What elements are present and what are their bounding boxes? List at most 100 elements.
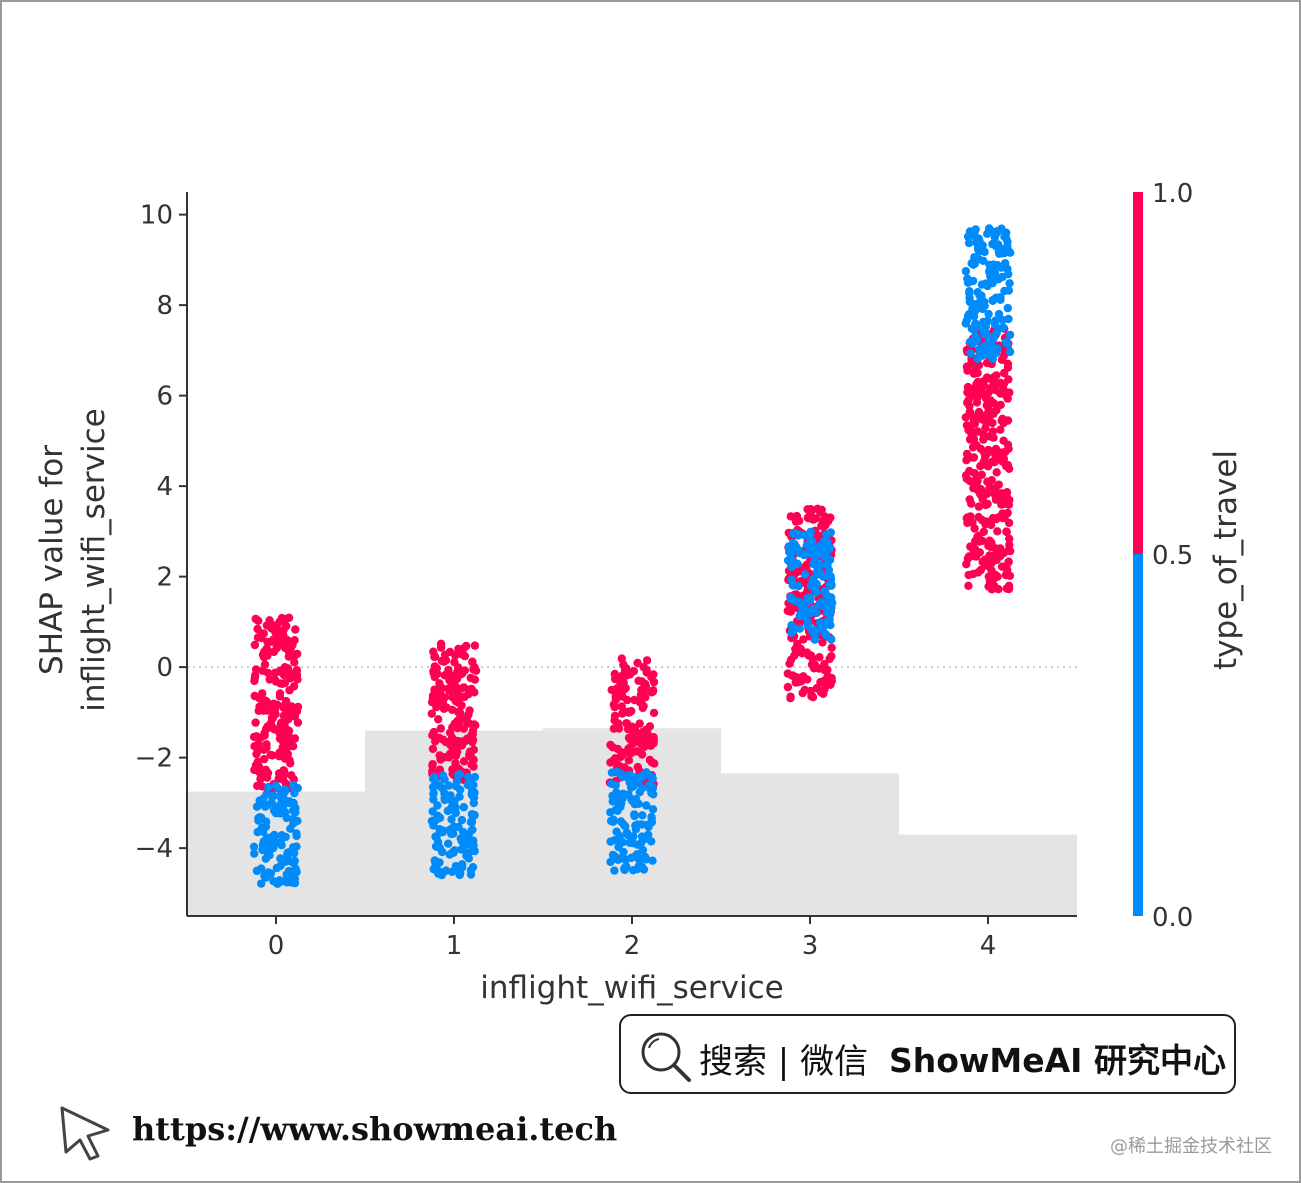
shap-point — [281, 808, 290, 817]
shap-point — [271, 709, 280, 719]
shap-point — [284, 726, 294, 736]
shap-point — [608, 817, 618, 826]
shap-point — [826, 513, 835, 522]
shap-point — [286, 868, 296, 878]
shap-point — [453, 667, 463, 676]
shap-point — [1003, 440, 1013, 449]
colorbar-title: type_of_travel — [1208, 450, 1244, 670]
shap-point — [251, 718, 260, 727]
shap-point — [427, 709, 436, 718]
colorbar-tick-mid: 0.5 — [1152, 541, 1193, 571]
shap-point — [617, 702, 626, 711]
shap-point — [969, 544, 978, 553]
shap-point — [612, 788, 621, 797]
shap-point — [972, 234, 981, 243]
shap-point — [460, 736, 470, 746]
shap-point — [962, 362, 972, 371]
shap-point — [606, 837, 615, 846]
shap-point — [632, 850, 642, 859]
shap-point — [992, 468, 1001, 477]
shap-point — [967, 324, 976, 333]
shap-point — [290, 734, 300, 743]
shap-point — [983, 281, 992, 291]
shap-point — [452, 696, 461, 705]
site-url-link[interactable]: https://www.showmeai.tech — [132, 1110, 618, 1148]
shap-point — [1002, 527, 1011, 536]
shap-point — [808, 654, 817, 663]
shap-point — [997, 562, 1007, 571]
shap-point — [275, 734, 285, 743]
shap-point — [793, 678, 803, 687]
shap-point — [984, 405, 993, 415]
shap-point — [291, 625, 300, 634]
shap-point — [787, 562, 796, 571]
shap-point — [800, 685, 809, 695]
shap-point — [975, 548, 984, 557]
shap-point — [970, 469, 979, 478]
shap-point — [293, 675, 302, 684]
shap-point — [635, 788, 644, 797]
shap-point — [616, 817, 626, 826]
scatter-points — [249, 224, 1015, 888]
shap-point — [441, 791, 450, 800]
shap-point — [273, 803, 283, 812]
shap-point — [1000, 232, 1009, 241]
shap-point — [988, 296, 997, 305]
shap-point — [1004, 558, 1013, 567]
y-tick-label: 4 — [156, 472, 173, 502]
shap-point — [285, 756, 294, 765]
colorbar-tick-high: 1.0 — [1152, 179, 1193, 209]
shap-point — [444, 839, 453, 848]
shap-point — [643, 820, 652, 829]
shap-point — [991, 444, 1001, 454]
shap-point — [265, 837, 274, 847]
shap-point — [259, 629, 268, 638]
shap-point — [820, 676, 829, 685]
shap-point — [633, 658, 642, 668]
shap-point — [825, 606, 834, 615]
shap-point — [272, 643, 281, 653]
shap-point — [607, 768, 617, 777]
shap-point — [622, 828, 631, 838]
shap-point — [270, 830, 279, 840]
shap-point — [988, 427, 998, 436]
shap-point — [469, 780, 478, 790]
shap-point — [1004, 314, 1013, 324]
shap-point — [250, 765, 259, 775]
shap-point — [274, 634, 283, 643]
shap-point — [825, 615, 834, 624]
y-tick-label: 6 — [156, 382, 173, 412]
shap-point — [987, 551, 996, 560]
shap-point — [974, 512, 983, 522]
shap-point — [430, 772, 439, 782]
shap-point — [434, 715, 443, 724]
shap-point — [784, 547, 794, 557]
shap-point — [965, 297, 975, 307]
shap-point — [268, 637, 277, 646]
x-tick-label: 1 — [446, 931, 463, 961]
shap-point — [969, 453, 979, 462]
shap-point — [962, 316, 971, 325]
shap-point — [999, 379, 1008, 389]
shap-point — [262, 790, 271, 799]
shap-point — [286, 674, 295, 683]
shap-point — [629, 839, 638, 848]
shap-point — [826, 680, 835, 689]
point-group-x4-travel0 — [961, 224, 1015, 363]
shap-point — [649, 708, 659, 718]
shap-point — [969, 415, 978, 424]
shap-point — [822, 530, 831, 539]
x-tick-label: 4 — [980, 931, 997, 961]
y-tick-label: 2 — [156, 563, 173, 593]
point-group-x2-travel1 — [605, 654, 659, 789]
shap-point — [982, 489, 992, 499]
shap-point — [993, 527, 1002, 536]
shap-point — [966, 512, 975, 521]
shap-point — [998, 414, 1007, 423]
shap-point — [638, 863, 647, 873]
shap-point — [1003, 363, 1013, 372]
shap-point — [999, 323, 1008, 332]
shap-point — [993, 227, 1002, 236]
shap-point — [979, 326, 988, 335]
shap-point — [622, 773, 631, 782]
